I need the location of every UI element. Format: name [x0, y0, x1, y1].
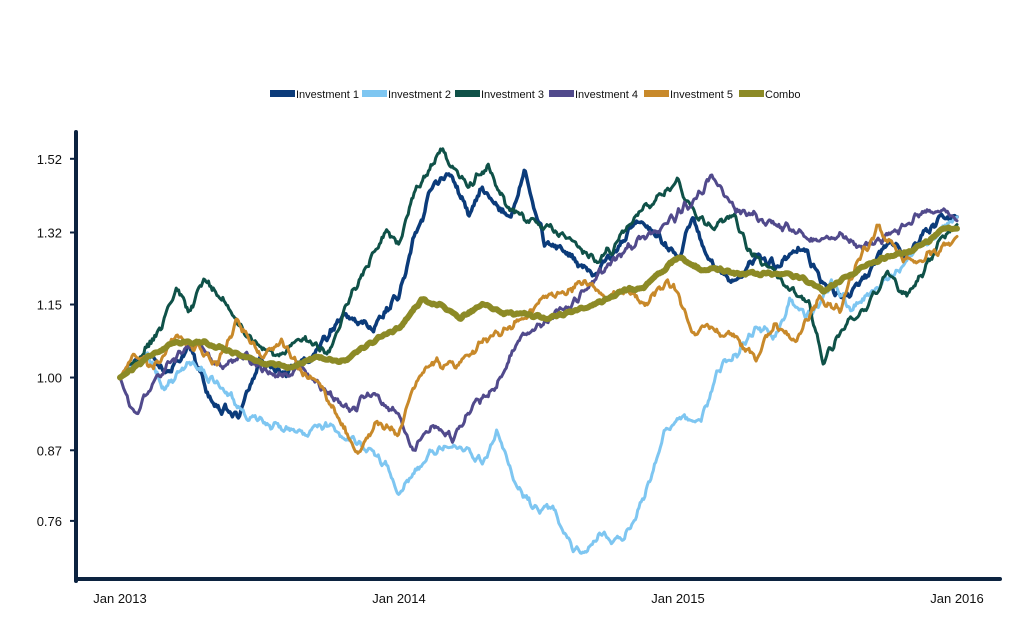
series-lines — [117, 147, 960, 555]
legend-label: Investment 5 — [670, 89, 733, 101]
legend-swatch — [362, 90, 387, 97]
series-line-investment-1 — [118, 168, 959, 420]
y-tick-label: 0.76 — [37, 514, 62, 529]
legend-item: Investment 2 — [362, 89, 451, 101]
y-tick-label: 1.00 — [37, 371, 62, 386]
legend-label: Investment 1 — [296, 89, 359, 101]
y-tick-label: 1.32 — [37, 225, 62, 240]
legend-swatch — [549, 90, 574, 97]
legend-item: Combo — [739, 89, 800, 101]
x-tick-label: Jan 2015 — [651, 591, 705, 606]
legend-label: Investment 2 — [388, 89, 451, 101]
series-line-combo — [117, 224, 960, 381]
x-tick-label: Jan 2014 — [372, 591, 426, 606]
legend-label: Investment 4 — [575, 89, 638, 101]
legend: Investment 1 Investment 2 Investment 3 Inve… — [270, 89, 800, 101]
series-line-investment-2 — [118, 215, 959, 555]
y-tick-label: 1.15 — [37, 298, 62, 313]
legend-item: Investment 1 — [270, 89, 359, 101]
legend-swatch — [644, 90, 669, 97]
legend-item: Investment 3 — [455, 89, 544, 101]
y-axis-ticks: 0.76 0.87 1.00 1.15 1.32 1.52 — [37, 152, 78, 529]
y-tick-label: 1.52 — [37, 152, 62, 167]
legend-swatch — [455, 90, 480, 97]
series-line-investment-5 — [118, 223, 959, 455]
series-line-investment-3 — [118, 147, 959, 379]
legend-swatch — [739, 90, 764, 97]
x-tick-label: Jan 2013 — [93, 591, 147, 606]
legend-item: Investment 4 — [549, 89, 638, 101]
x-axis-ticks: Jan 2013 Jan 2014 Jan 2015 Jan 2016 — [93, 591, 984, 606]
y-tick-label: 0.87 — [37, 443, 62, 458]
legend-label: Investment 3 — [481, 89, 544, 101]
series-line-investment-4 — [118, 173, 959, 452]
legend-item: Investment 5 — [644, 89, 733, 101]
legend-swatch — [270, 90, 295, 97]
x-tick-label: Jan 2016 — [930, 591, 984, 606]
legend-label: Combo — [765, 89, 800, 101]
